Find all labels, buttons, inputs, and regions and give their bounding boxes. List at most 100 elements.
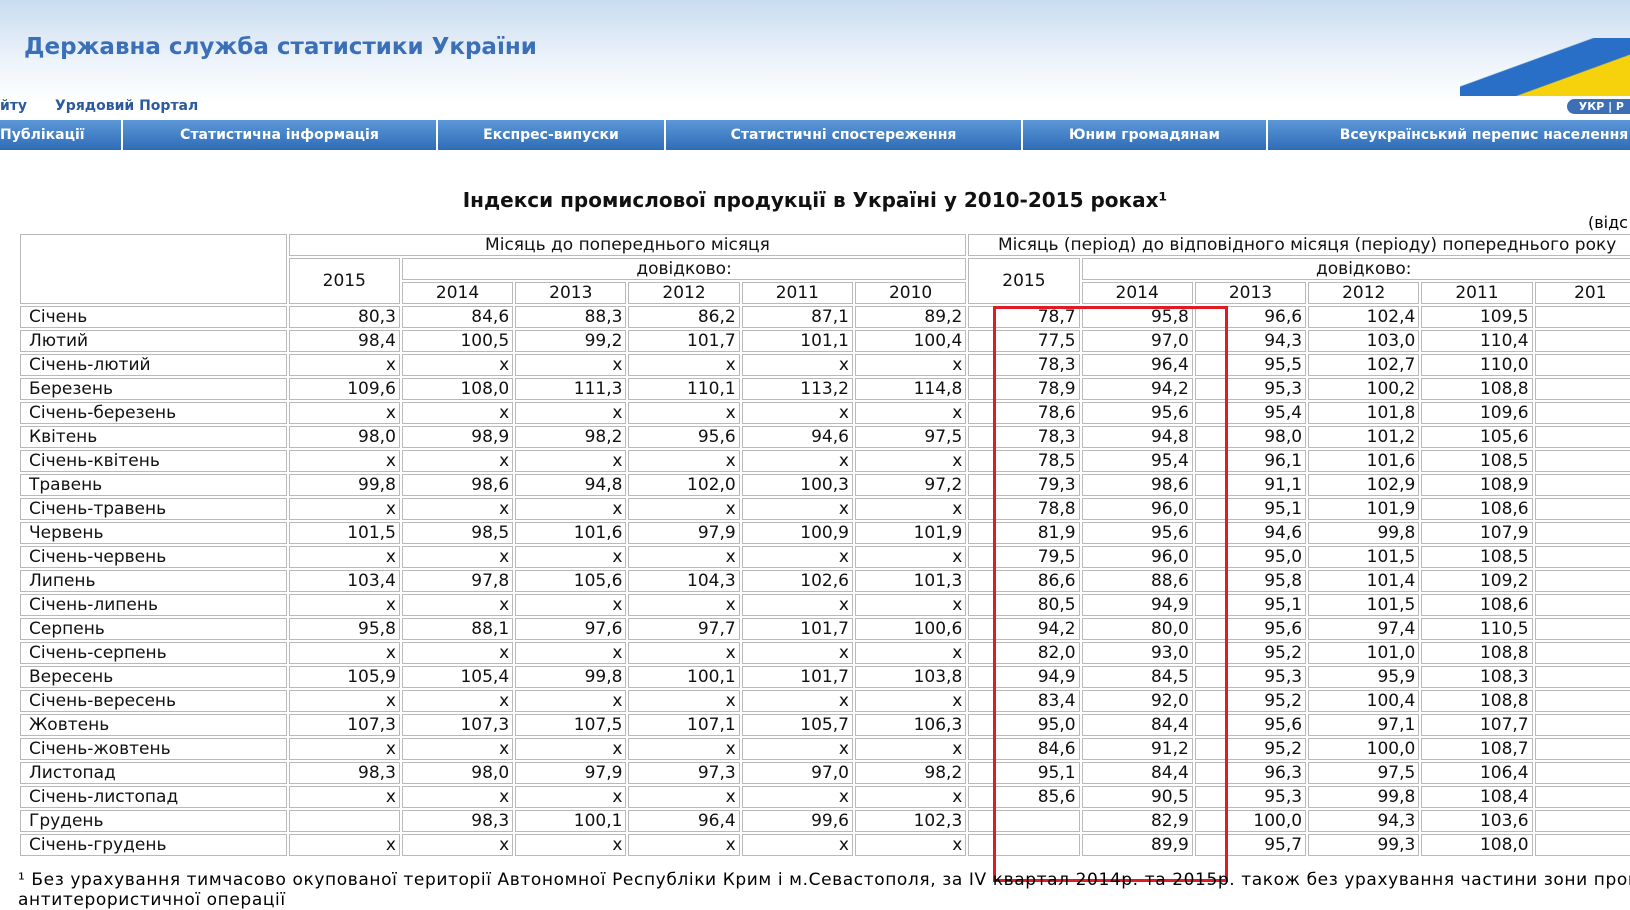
value-cell: 79,5 bbox=[968, 546, 1080, 568]
year-header: 2011 bbox=[1421, 282, 1533, 304]
value-cell: x bbox=[401, 642, 514, 664]
value-cell: x bbox=[288, 738, 400, 760]
value-cell bbox=[1534, 618, 1630, 640]
row-label: Листопад bbox=[20, 762, 287, 784]
row-label: Січень bbox=[20, 306, 287, 328]
value-cell: x bbox=[854, 594, 967, 616]
row-label: Січень-квітень bbox=[20, 450, 287, 472]
table-row: Січень-грудень x x x x x x 89,9 95,7 99,3 108,0 bbox=[20, 834, 1630, 856]
value-cell: 96,3 bbox=[1194, 762, 1307, 784]
value-cell: x bbox=[515, 546, 627, 568]
value-cell: x bbox=[741, 690, 853, 712]
year-header: 2012 bbox=[628, 282, 740, 304]
value-cell: 78,6 bbox=[968, 402, 1080, 424]
value-cell: 107,5 bbox=[515, 714, 627, 736]
table-row: Червень 101,5 98,5 101,6 97,9 100,9 101,9 81,9 9… bbox=[20, 522, 1630, 544]
link[interactable]: йту bbox=[0, 98, 28, 114]
unit-note: (відс bbox=[1588, 213, 1628, 232]
value-cell: 99,3 bbox=[1308, 834, 1420, 856]
value-cell: x bbox=[741, 642, 853, 664]
value-cell: 108,8 bbox=[1421, 378, 1533, 400]
value-cell bbox=[1534, 474, 1630, 496]
nav-item[interactable]: Експрес-випуски bbox=[438, 120, 664, 150]
value-cell: 106,4 bbox=[1421, 762, 1533, 784]
value-cell: 108,7 bbox=[1421, 738, 1533, 760]
value-cell: 101,5 bbox=[1308, 546, 1420, 568]
value-cell: 86,6 bbox=[968, 570, 1080, 592]
value-cell bbox=[1534, 810, 1630, 832]
value-cell: x bbox=[741, 834, 853, 856]
header-cell bbox=[20, 234, 287, 304]
value-cell: 95,6 bbox=[1194, 714, 1307, 736]
table-row: Січень-лютий x x x x x x 78,3 96,4 95,5 102,7 110,0 bbox=[20, 354, 1630, 376]
nav-item[interactable]: Статистичні спостереження bbox=[666, 120, 1021, 150]
value-cell: 109,2 bbox=[1421, 570, 1533, 592]
table-row: Лютий 98,4 100,5 99,2 101,7 101,1 100,4 77,5 97,… bbox=[20, 330, 1630, 352]
value-cell: 94,3 bbox=[1194, 330, 1307, 352]
value-cell: x bbox=[288, 402, 400, 424]
value-cell: x bbox=[741, 354, 853, 376]
value-cell bbox=[1534, 594, 1630, 616]
value-cell: 95,0 bbox=[968, 714, 1080, 736]
value-cell: 102,9 bbox=[1308, 474, 1420, 496]
nav-item[interactable]: Статистична інформація bbox=[123, 120, 436, 150]
value-cell: x bbox=[741, 786, 853, 808]
value-cell: x bbox=[628, 450, 740, 472]
table-row: Вересень 105,9 105,4 99,8 100,1 101,7 103,8 94,… bbox=[20, 666, 1630, 688]
value-cell: 99,2 bbox=[515, 330, 627, 352]
language-switch[interactable]: УКР | Р bbox=[1566, 99, 1630, 114]
value-cell: 98,2 bbox=[854, 762, 967, 784]
value-cell bbox=[1534, 570, 1630, 592]
year-header: 2014 bbox=[1081, 282, 1193, 304]
table-row: Листопад 98,3 98,0 97,9 97,3 97,0 98,2 95,1 84,4… bbox=[20, 762, 1630, 784]
header-row: Місяць до попереднього місяця Місяць (пер… bbox=[20, 234, 1630, 304]
value-cell: 95,3 bbox=[1194, 666, 1307, 688]
value-cell: x bbox=[854, 834, 967, 856]
value-cell bbox=[1534, 498, 1630, 520]
year-header: 2014 bbox=[401, 282, 514, 304]
row-label: Січень-серпень bbox=[20, 642, 287, 664]
row-label: Березень bbox=[20, 378, 287, 400]
row-label: Липень bbox=[20, 570, 287, 592]
value-cell: 100,2 bbox=[1308, 378, 1420, 400]
nav-item[interactable]: Публікації bbox=[0, 120, 121, 150]
value-cell: 94,3 bbox=[1308, 810, 1420, 832]
value-cell: x bbox=[515, 738, 627, 760]
table-row: Січень-листопад x x x x x x 85,6 90,5 95,3 99,8 108… bbox=[20, 786, 1630, 808]
row-label: Січень-вересень bbox=[20, 690, 287, 712]
value-cell: 103,0 bbox=[1308, 330, 1420, 352]
value-cell: 101,5 bbox=[288, 522, 400, 544]
value-cell: x bbox=[628, 402, 740, 424]
value-cell: 104,3 bbox=[628, 570, 740, 592]
value-cell: x bbox=[515, 450, 627, 472]
value-cell: 108,3 bbox=[1421, 666, 1533, 688]
nav-item[interactable]: Юним громадянам bbox=[1023, 120, 1266, 150]
data-table: Місяць до попереднього місяця Місяць (пер… bbox=[18, 232, 1630, 858]
value-cell: 100,0 bbox=[1308, 738, 1420, 760]
value-cell: x bbox=[401, 690, 514, 712]
value-cell: 98,0 bbox=[401, 762, 514, 784]
value-cell: x bbox=[628, 738, 740, 760]
link[interactable]: Урядовий Портал bbox=[55, 98, 199, 114]
value-cell: 79,3 bbox=[968, 474, 1080, 496]
value-cell: 101,2 bbox=[1308, 426, 1420, 448]
value-cell: 108,8 bbox=[1421, 690, 1533, 712]
table-row: Січень-липень x x x x x x 80,5 94,9 95,1 101,5 108,… bbox=[20, 594, 1630, 616]
value-cell: 107,3 bbox=[288, 714, 400, 736]
value-cell: 97,6 bbox=[515, 618, 627, 640]
value-cell: x bbox=[854, 450, 967, 472]
value-cell: x bbox=[288, 594, 400, 616]
site-title[interactable]: Державна служба статистики України bbox=[24, 34, 537, 60]
value-cell: 95,9 bbox=[1308, 666, 1420, 688]
value-cell: x bbox=[628, 546, 740, 568]
value-cell: 97,5 bbox=[854, 426, 967, 448]
value-cell: x bbox=[401, 786, 514, 808]
value-cell: 102,4 bbox=[1308, 306, 1420, 328]
nav-item[interactable]: Всеукраїнський перепис населення bbox=[1268, 120, 1630, 150]
value-cell bbox=[1534, 546, 1630, 568]
value-cell: 96,4 bbox=[628, 810, 740, 832]
row-label: Січень-червень bbox=[20, 546, 287, 568]
value-cell: 95,2 bbox=[1194, 642, 1307, 664]
value-cell: 109,5 bbox=[1421, 306, 1533, 328]
value-cell bbox=[1534, 834, 1630, 856]
